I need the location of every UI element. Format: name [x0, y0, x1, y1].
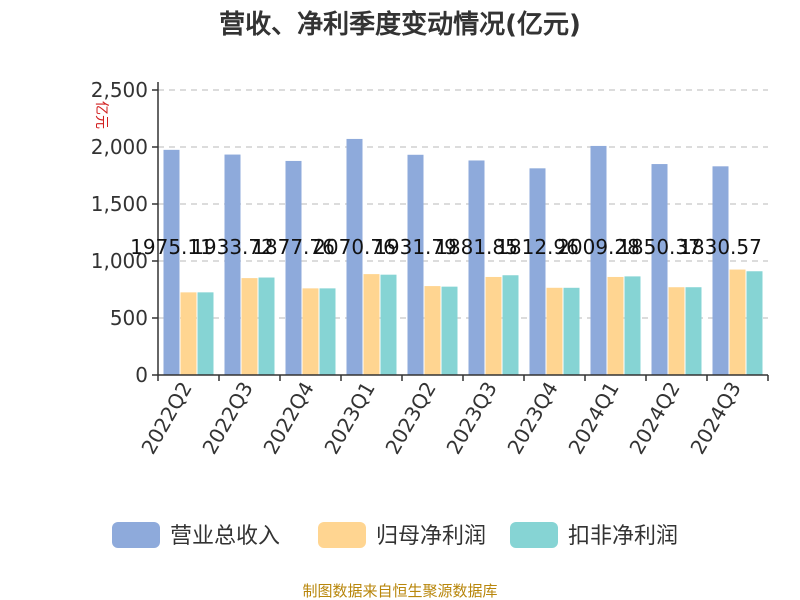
bar — [224, 154, 241, 375]
bar — [712, 166, 729, 375]
value-labels: 1975.111933.721877.762070.761931.791881.… — [130, 235, 762, 259]
data-label: 2070.76 — [313, 235, 396, 259]
bar — [424, 286, 441, 375]
bar — [685, 287, 702, 375]
data-label: 1975.11 — [130, 235, 213, 259]
x-tick-label: 2023Q3 — [441, 378, 501, 459]
y-axis-label: 亿元 — [93, 101, 109, 129]
bar — [197, 292, 214, 375]
bar — [668, 287, 685, 375]
x-tick-label: 2023Q2 — [380, 378, 440, 459]
data-label: 1812.96 — [496, 235, 579, 259]
legend-label: 归母净利润 — [376, 524, 486, 549]
data-label: 1850.37 — [618, 235, 701, 259]
legend-label: 营业总收入 — [170, 524, 280, 549]
legend-swatch — [510, 522, 558, 548]
bar — [441, 286, 458, 375]
bar — [302, 288, 319, 375]
bar — [590, 145, 607, 375]
y-tick-label: 0 — [135, 363, 148, 387]
bars — [163, 138, 763, 375]
y-tick-label: 500 — [110, 306, 148, 330]
bar — [729, 269, 746, 375]
bar — [563, 287, 580, 375]
bar — [380, 274, 397, 375]
bar — [651, 164, 668, 375]
legend-swatch — [112, 522, 160, 548]
data-label: 1931.79 — [374, 235, 457, 259]
x-tick-label: 2023Q1 — [319, 378, 379, 459]
y-tick-label: 1,500 — [91, 192, 148, 216]
bar — [285, 160, 302, 375]
x-tick-label: 2024Q2 — [624, 378, 684, 459]
bar — [746, 271, 763, 375]
bar — [502, 275, 519, 375]
bar — [163, 149, 180, 375]
bar — [468, 160, 485, 375]
data-label: 1881.85 — [435, 235, 518, 259]
x-tick-label: 2022Q2 — [136, 378, 196, 459]
bar — [241, 278, 258, 375]
bar — [363, 274, 380, 375]
legend-label: 扣非净利润 — [568, 524, 678, 549]
bar — [624, 276, 641, 375]
bar — [346, 138, 363, 375]
x-tick-label: 2022Q4 — [258, 378, 318, 459]
bar — [485, 276, 502, 375]
data-label: 2009.28 — [557, 235, 640, 259]
bar — [407, 154, 424, 375]
bar — [607, 276, 624, 375]
bar — [546, 287, 563, 375]
bar — [319, 288, 336, 375]
y-tick-label: 2,500 — [91, 78, 148, 102]
x-tick-label: 2022Q3 — [197, 378, 257, 459]
x-tick-label: 2024Q1 — [563, 378, 623, 459]
data-label: 1830.57 — [679, 235, 762, 259]
chart-title: 营收、净利季度变动情况(亿元) — [219, 9, 581, 40]
x-tick-label: 2023Q4 — [502, 378, 562, 459]
bar — [529, 168, 546, 375]
bar — [258, 277, 275, 375]
x-tick-label: 2024Q3 — [685, 378, 745, 459]
data-label: 1877.76 — [252, 235, 335, 259]
source-note: 制图数据来自恒生聚源数据库 — [302, 582, 497, 600]
legend: 营业总收入 归母净利润 扣非净利润 — [112, 522, 678, 549]
y-tick-label: 1,000 — [91, 249, 148, 273]
y-tick-label: 2,000 — [91, 135, 148, 159]
bar — [180, 292, 197, 375]
legend-swatch — [318, 522, 366, 548]
data-label: 1933.72 — [191, 235, 274, 259]
